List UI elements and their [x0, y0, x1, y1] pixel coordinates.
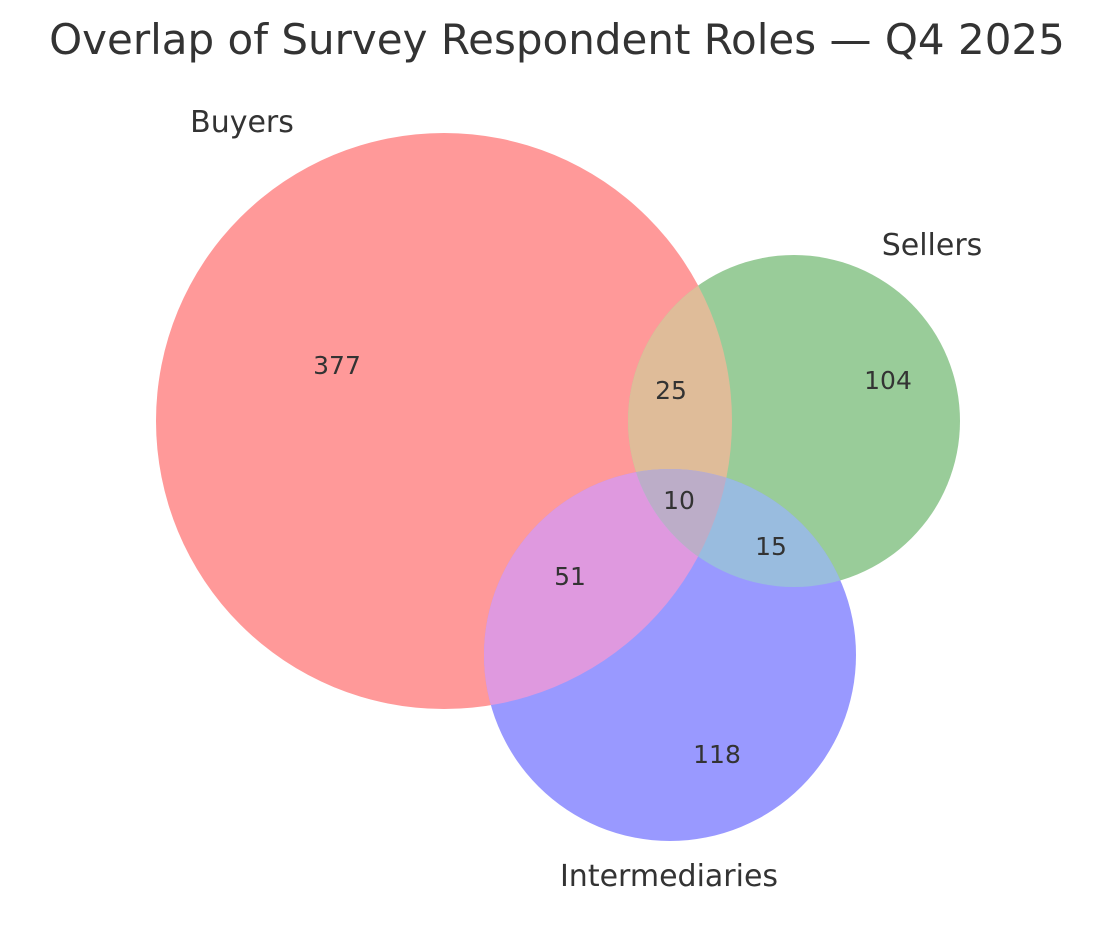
- sellers-label: Sellers: [882, 228, 983, 263]
- buyers-sellers-count: 25: [655, 376, 687, 405]
- sellers-intermediaries-overlap: [628, 469, 856, 587]
- buyers-label: Buyers: [190, 105, 294, 140]
- buyers-intermediaries-count: 51: [554, 562, 586, 591]
- chart-title: Overlap of Survey Respondent Roles — Q4 …: [49, 15, 1065, 64]
- all-three-count: 10: [663, 486, 695, 515]
- sellers-only-count: 104: [864, 366, 912, 395]
- buyers-only-count: 377: [313, 351, 361, 380]
- sellers-intermediaries-count: 15: [755, 532, 787, 561]
- intermediaries-only-count: 118: [693, 740, 741, 769]
- intermediaries-label: Intermediaries: [560, 859, 778, 894]
